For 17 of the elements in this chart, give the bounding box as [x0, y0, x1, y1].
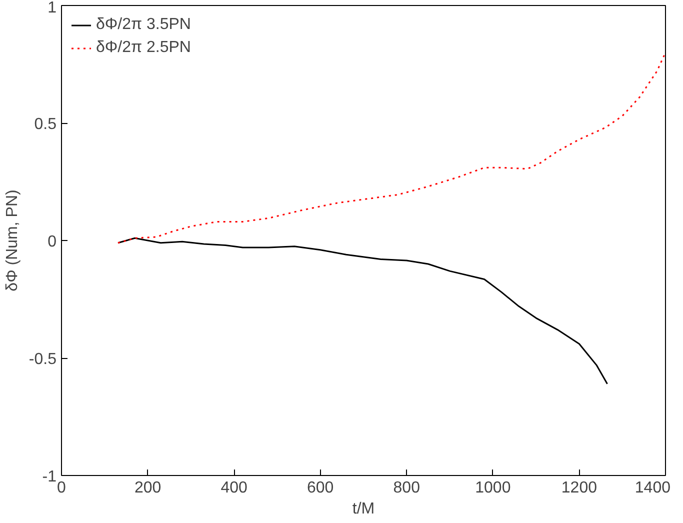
- x-tick-label: 400: [220, 480, 248, 496]
- legend-label: δΦ/2π 3.5PN: [96, 16, 191, 34]
- x-tick-label: 600: [307, 480, 334, 496]
- legend-label: δΦ/2π 2.5PN: [96, 39, 191, 57]
- x-tick-label: 1400: [634, 480, 671, 496]
- y-tick-label: -1: [42, 468, 57, 486]
- x-tick-label: 800: [393, 480, 420, 496]
- x-tick-label: 1000: [475, 480, 511, 496]
- y-tick-label: 0: [48, 234, 57, 250]
- y-axis-title: δΦ (Num, PN): [4, 190, 21, 292]
- line-series: [117, 237, 608, 385]
- x-tick-label: 200: [134, 480, 162, 496]
- y-tick-label: 1: [48, 0, 57, 16]
- y-tick-label: 0.5: [34, 116, 57, 133]
- y-tick-label: -0.5: [28, 351, 57, 368]
- x-tick-label: 1200: [561, 480, 598, 496]
- x-axis-title: t/M: [352, 500, 375, 518]
